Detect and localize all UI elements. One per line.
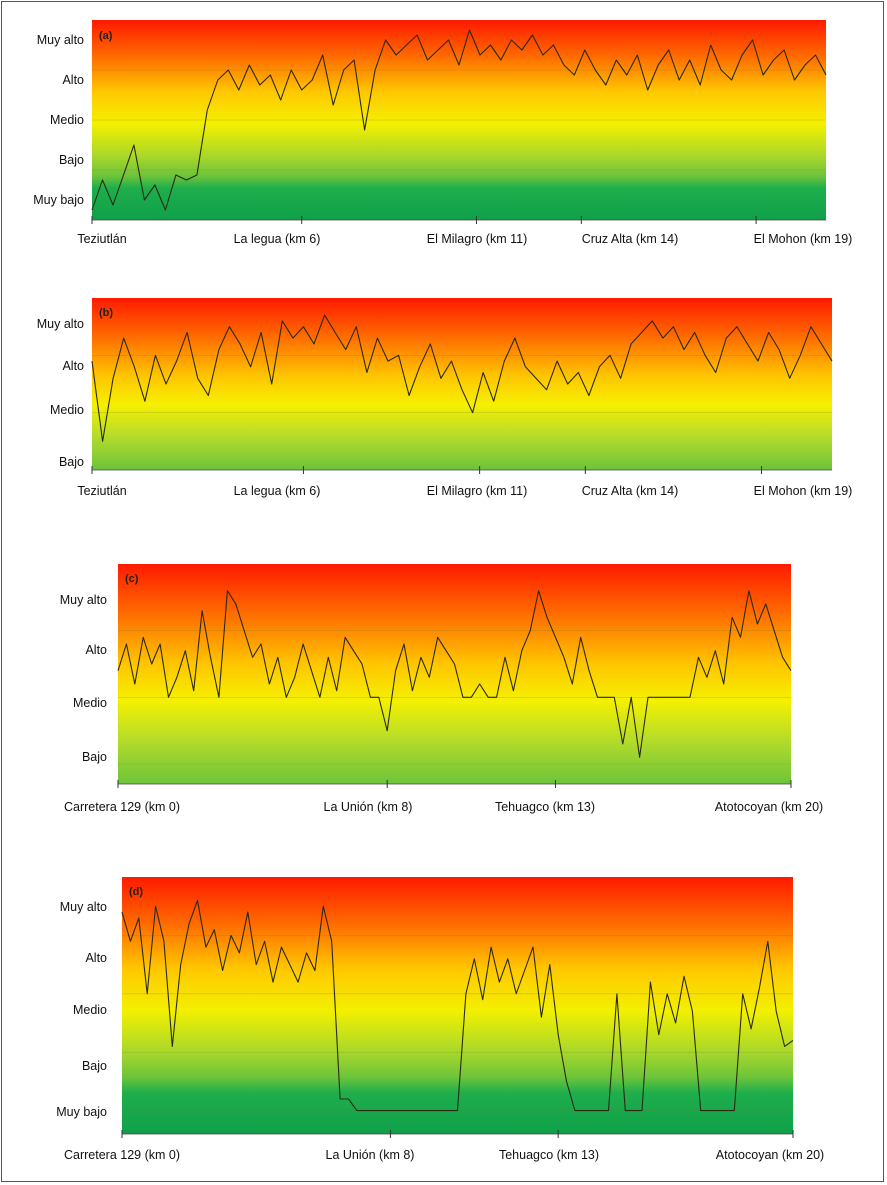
chart-a-panel-label: (a) xyxy=(99,30,113,42)
chart-c-x-tick-tehuagco: Tehuagco (km 13) xyxy=(494,800,596,814)
chart-a-x-tick-el-mohon: El Mohon (km 19) xyxy=(753,232,853,246)
chart-a-x-tick-cruz-alta: Cruz Alta (km 14) xyxy=(581,232,679,246)
chart-c-y-tick-alto: Alto xyxy=(85,643,107,657)
chart-b-background xyxy=(92,298,832,470)
chart-c-y-tick-medio: Medio xyxy=(72,696,107,710)
chart-d-x-tick-atotocoyan: Atotocoyan (km 20) xyxy=(715,1148,825,1162)
chart-b-y-tick-medio: Medio xyxy=(49,403,84,417)
chart-b-panel-label: (b) xyxy=(99,307,114,319)
chart-d-y-tick-muy-alto: Muy alto xyxy=(59,900,107,914)
chart-a-plot xyxy=(91,20,827,224)
chart-b-x-tick-el-mohon: El Mohon (km 19) xyxy=(753,484,853,498)
chart-b-x-tick-la-legua: La legua (km 6) xyxy=(233,484,321,498)
chart-a-series-line xyxy=(91,29,827,211)
chart-c-plot xyxy=(117,564,792,788)
chart-c-y-tick-muy-alto: Muy alto xyxy=(59,593,107,607)
chart-d-x-tick-la-union: La Unión (km 8) xyxy=(325,1148,415,1162)
chart-b-x-tick-teziutlan: Teziutlán xyxy=(77,484,127,498)
chart-d-y-tick-bajo: Bajo xyxy=(81,1059,107,1073)
chart-panel-b: (b) Muy alto Alto Medio Bajo Teziutlán L… xyxy=(0,0,887,520)
chart-b-series-line xyxy=(91,314,833,442)
chart-d-y-tick-alto: Alto xyxy=(85,951,107,965)
chart-c-panel-label: (c) xyxy=(125,573,139,585)
chart-c-x-tick-la-union: La Unión (km 8) xyxy=(323,800,413,814)
chart-a-x-tick-la-legua: La legua (km 6) xyxy=(233,232,321,246)
chart-a-y-tick-alto: Alto xyxy=(62,73,84,87)
chart-b-y-tick-muy-alto: Muy alto xyxy=(36,317,84,331)
chart-a-y-tick-bajo: Bajo xyxy=(58,153,84,167)
chart-a-y-tick-muy-bajo: Muy bajo xyxy=(33,193,84,207)
chart-a-y-tick-muy-alto: Muy alto xyxy=(36,33,84,47)
chart-c-x-tick-carretera: Carretera 129 (km 0) xyxy=(63,800,181,814)
chart-d-y-tick-medio: Medio xyxy=(72,1003,107,1017)
chart-d-x-tick-carretera: Carretera 129 (km 0) xyxy=(63,1148,181,1162)
chart-c-x-tick-atotocoyan: Atotocoyan (km 20) xyxy=(714,800,824,814)
chart-panel-a: (a) Muy alto Alto Medio Bajo Muy bajo Te… xyxy=(0,0,887,260)
chart-c-series-line xyxy=(117,590,792,758)
chart-d-background xyxy=(122,877,793,1134)
chart-b-y-tick-bajo: Bajo xyxy=(58,455,84,469)
chart-a-y-tick-medio: Medio xyxy=(49,113,84,127)
chart-a-x-tick-teziutlan: Teziutlán xyxy=(77,232,127,246)
chart-a-background xyxy=(92,20,826,220)
chart-d-panel-label: (d) xyxy=(129,886,144,898)
chart-a-x-tick-el-milagro: El Milagro (km 11) xyxy=(426,232,528,246)
chart-b-x-tick-cruz-alta: Cruz Alta (km 14) xyxy=(581,484,679,498)
chart-b-plot xyxy=(91,298,833,474)
chart-d-y-tick-muy-bajo: Muy bajo xyxy=(56,1105,107,1119)
chart-b-y-tick-alto: Alto xyxy=(62,359,84,373)
chart-b-x-tick-el-milagro: El Milagro (km 11) xyxy=(426,484,528,498)
chart-c-y-tick-bajo: Bajo xyxy=(81,750,107,764)
chart-d-series-line xyxy=(121,899,794,1112)
chart-c-background xyxy=(118,564,791,784)
chart-panel-c: (c) Muy alto Alto Medio Bajo Carretera 1… xyxy=(59,564,824,814)
chart-d-x-tick-tehuagco: Tehuagco (km 13) xyxy=(498,1148,600,1162)
